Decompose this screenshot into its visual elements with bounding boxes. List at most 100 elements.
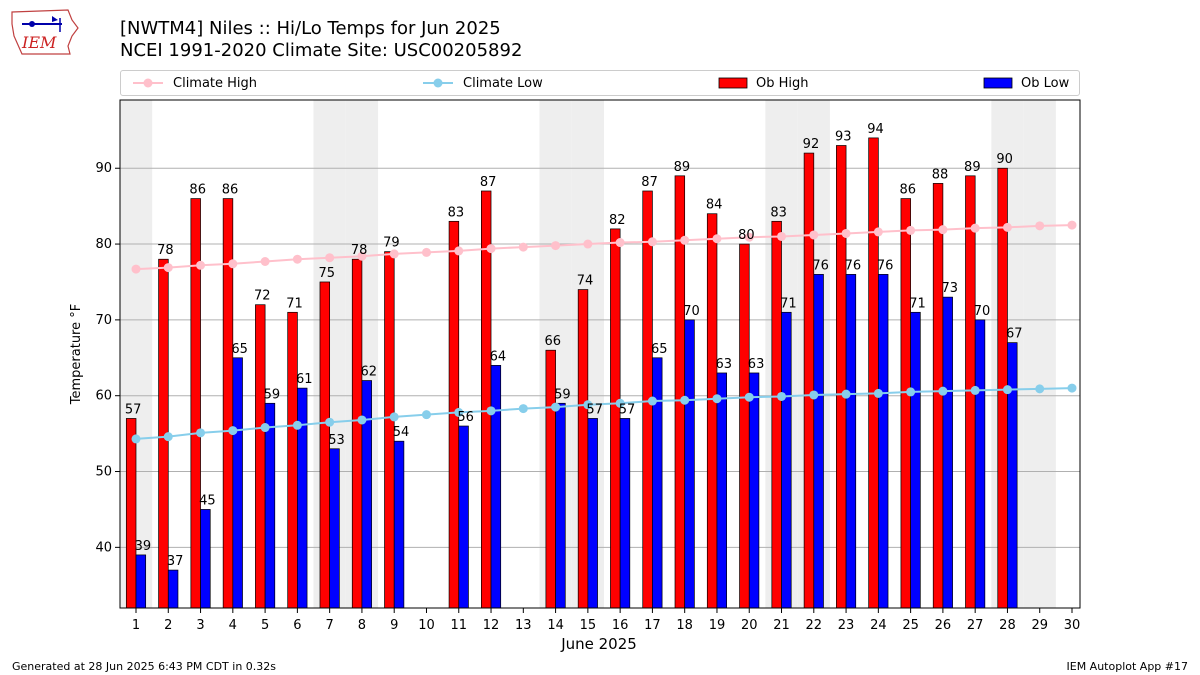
ob-high-bar-label: 89 <box>674 160 691 175</box>
ob-low-bar <box>716 372 727 609</box>
climate-high-point <box>260 256 270 266</box>
plot-frame <box>119 99 1081 609</box>
climate-low-point <box>938 386 948 396</box>
ob-low-bar <box>781 311 792 609</box>
ob-high-bar <box>803 152 815 609</box>
x-tick-label: 2 <box>164 618 172 633</box>
climate-high-point <box>454 246 464 256</box>
ob-low-bar <box>458 425 469 609</box>
iem-logo: IEM <box>8 6 80 58</box>
ob-low-bar-label: 45 <box>199 493 216 508</box>
ob-low-bar-label: 76 <box>812 258 829 273</box>
x-tick-label: 18 <box>676 618 693 633</box>
ob-low-bar <box>200 509 211 609</box>
x-tick-label: 10 <box>418 618 435 633</box>
x-tick-label: 20 <box>741 618 758 633</box>
ob-high-bar-label: 90 <box>996 152 1013 167</box>
climate-low-point <box>615 398 625 408</box>
ob-high-bar <box>190 198 201 609</box>
ob-high-bar <box>739 243 750 609</box>
ob-low-bar-label: 63 <box>748 357 765 372</box>
climate-low-point <box>551 402 561 412</box>
climate-high-line <box>135 224 1073 271</box>
legend-bar-swatch-icon <box>718 77 748 89</box>
ob-high-bar <box>125 418 137 609</box>
climate-low-point <box>325 417 335 427</box>
ob-low-bar <box>974 319 986 609</box>
climate-low-point <box>906 387 916 397</box>
ob-low-bar-label: 70 <box>974 304 991 319</box>
climate-high-point <box>292 254 302 264</box>
ob-high-bar-label: 94 <box>867 122 884 137</box>
ob-high-bar-label: 89 <box>964 160 981 175</box>
climate-low-point <box>744 392 754 402</box>
ob-low-bar <box>490 365 502 609</box>
legend-item-ob-low: Ob Low <box>983 74 1069 92</box>
climate-low-point <box>712 394 722 404</box>
climate-low-point <box>841 389 851 399</box>
bar-value-labels: 57 78 86 86 72 71 75 78 79 83 87 66 74 82 87 89 84 80 83 92… <box>125 122 1023 569</box>
climate-high-point <box>1067 220 1077 230</box>
weekend-shading <box>120 100 1056 608</box>
x-tick-label: 5 <box>261 618 269 633</box>
climate-high-point <box>163 263 173 273</box>
climate-high-point <box>421 247 431 257</box>
ob-low-bar-label: 76 <box>845 258 862 273</box>
ob-low-bar <box>813 274 824 609</box>
y-axis-label: Temperature °F <box>69 304 84 405</box>
x-tick-label: 4 <box>229 618 237 633</box>
climate-high-point <box>1002 222 1012 232</box>
x-tick-label: 23 <box>838 618 855 633</box>
climate-high-point <box>841 228 851 238</box>
x-tick-label: 1 <box>132 618 140 633</box>
legend-label: Climate Low <box>463 75 543 91</box>
app-id: IEM Autoplot App #17 <box>1066 660 1189 673</box>
iowa-map-logo-icon: IEM <box>11 9 79 55</box>
climate-high-point <box>906 225 916 235</box>
ob-high-bar <box>287 311 298 609</box>
x-tick-label: 13 <box>515 618 532 633</box>
ob-low-bar-label: 59 <box>554 387 571 402</box>
ob-high-bar <box>255 304 266 609</box>
climate-low-point <box>421 410 431 420</box>
ob-low-bar-label: 64 <box>490 349 507 364</box>
ob-low-bar-label: 57 <box>619 402 636 417</box>
climate-high-point <box>647 237 657 247</box>
x-axis-label: June 2025 <box>560 635 637 653</box>
ob-low-bar-label: 76 <box>877 258 894 273</box>
ob-high-bar-label: 74 <box>577 274 594 289</box>
ob-low-bar-label: 53 <box>328 433 345 448</box>
ob-low-bar <box>393 440 405 609</box>
climate-high-point <box>712 234 722 244</box>
x-tick-label: 3 <box>196 618 204 633</box>
climate-high-point <box>357 251 367 261</box>
climate-low-point <box>196 428 206 438</box>
climate-low-point <box>647 396 657 406</box>
ob-low-bar-label: 39 <box>135 539 152 554</box>
x-tick-label: 15 <box>580 618 597 633</box>
y-tick-label: 80 <box>95 237 112 252</box>
legend-line-marker-icon <box>423 78 453 88</box>
climate-high-point <box>873 227 883 237</box>
ob-low-bar <box>329 448 340 609</box>
ob-low-bar <box>264 402 276 609</box>
ob-high-bar-label: 72 <box>254 289 271 304</box>
ob-low-bar-label: 63 <box>716 357 733 372</box>
ob-high-bar-label: 66 <box>544 334 561 349</box>
ob-low-bar <box>1007 342 1018 609</box>
x-tick-label: 28 <box>999 618 1016 633</box>
ob-low-bar-label: 62 <box>360 365 377 380</box>
ob-low-bar-label: 67 <box>1006 327 1023 342</box>
climate-high-point <box>938 225 948 235</box>
ob-high-bar-label: 79 <box>383 236 400 251</box>
ob-high-bar <box>577 289 589 609</box>
legend-item-climate-high: Climate High <box>131 74 257 92</box>
climate-high-point <box>228 259 238 269</box>
y-tick-label: 90 <box>95 161 112 176</box>
ob-high-bar <box>932 183 944 609</box>
legend-item-ob-high: Ob High <box>718 74 809 92</box>
climate-low-point <box>486 406 496 416</box>
climate-high-point <box>551 241 561 251</box>
ob-low-bar <box>619 418 631 609</box>
x-tick-label: 9 <box>390 618 398 633</box>
